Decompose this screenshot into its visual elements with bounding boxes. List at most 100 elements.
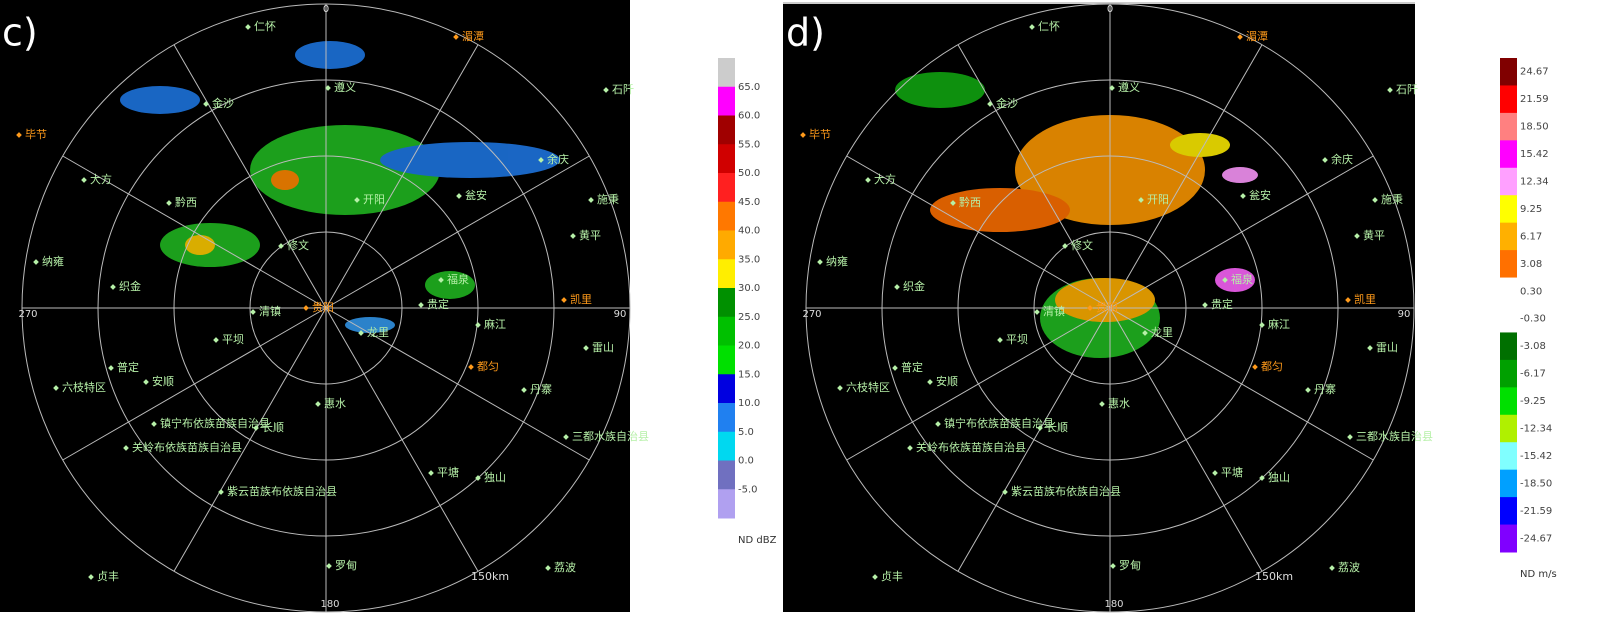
colorbar-label: 60.0 [738,111,760,122]
colorbar-swatch [1500,359,1517,388]
city-marker [570,233,576,239]
colorbar-swatch [718,431,735,461]
city-marker [1029,24,1035,30]
city-label: 关岭布依族苗族自治县 [916,440,1026,454]
city-label: 普定 [117,360,139,374]
colorbar-label: 15.42 [1520,149,1549,160]
city-label: 织金 [119,279,141,293]
colorbar-label: 10.0 [738,398,760,409]
city-label: 瓮安 [465,188,487,202]
colorbar-label: 45.0 [738,197,760,208]
city-label: 都匀 [1261,360,1283,373]
range-label: 150km [471,570,509,583]
city-marker [1345,297,1351,303]
city-label: 惠水 [324,396,346,410]
city-marker [800,132,806,138]
city-marker [1109,85,1115,91]
city-label: 湄潭 [1246,30,1268,43]
city-marker [1237,34,1243,40]
city-marker [1222,277,1228,283]
city-label: 丹寨 [530,382,552,396]
azimuth-label: 180 [1104,599,1123,610]
city-label: 凯里 [1354,293,1376,306]
colorbar-label: 21.59 [1520,94,1549,105]
city-marker [418,302,424,308]
radial-line [325,155,590,309]
city-marker [603,87,609,93]
city-label: 纳雍 [826,254,848,268]
colorbar-label: 5.0 [738,427,754,438]
city-marker [1138,197,1144,203]
city-marker [428,470,434,476]
city-label: 仁怀 [254,20,276,33]
city-label: 黔西 [959,195,981,209]
city-label: 罗甸 [1119,559,1141,572]
city-marker [143,379,149,385]
city-label: 大方 [90,172,112,186]
city-label: 湄潭 [462,30,484,43]
city-marker [250,309,256,315]
colorbar-label: 55.0 [738,139,760,150]
city-marker [81,177,87,183]
city-marker [1037,425,1043,431]
city-label: 雷山 [592,341,614,354]
city-label: 石阡 [1396,83,1418,96]
city-label: 大方 [874,172,896,186]
city-label: 清镇 [1043,304,1065,318]
city-marker [997,337,1003,343]
colorbar-swatch [1500,58,1517,86]
city-label: 贵定 [427,297,449,311]
azimuth-label: 90 [1398,309,1411,320]
city-label: 遵义 [334,80,356,94]
city-label: 贵定 [1211,297,1233,311]
city-label: 六枝特区 [62,380,106,394]
city-label: 修文 [1071,238,1093,252]
city-marker [1252,364,1258,370]
city-marker [1322,157,1328,163]
city-label: 清镇 [259,304,281,318]
colorbar-label: -5.0 [738,484,758,495]
city-marker [561,297,567,303]
city-marker [110,284,116,290]
panel-label: d) [786,11,825,55]
radial-line [62,155,327,309]
city-marker [315,401,321,407]
city-marker [1259,475,1265,481]
city-marker [218,489,224,495]
city-label: 安顺 [936,374,958,388]
colorbar-label: -3.08 [1520,341,1546,352]
city-label: 黄平 [579,228,601,242]
city-label: 施秉 [597,192,619,206]
colorbar-label: 12.34 [1520,177,1549,188]
city-marker [1087,305,1093,311]
city-marker [16,132,22,138]
colorbar-label: -9.25 [1520,396,1546,407]
city-marker [213,337,219,343]
city-marker [1099,401,1105,407]
city-label: 普定 [901,360,923,374]
panel-label: c) [2,11,38,55]
colorbar-swatch [1500,414,1517,443]
city-label: 贵阳 [312,301,334,314]
city-marker [927,379,933,385]
colorbar-swatch [718,316,735,346]
colorbar-label: 9.25 [1520,204,1542,215]
city-label: 平坝 [222,332,244,346]
city-label: 都匀 [477,360,499,373]
city-marker [1062,243,1068,249]
city-label: 瓮安 [1249,188,1271,202]
city-marker [358,330,364,336]
city-label: 惠水 [1108,396,1130,410]
city-marker [245,24,251,30]
colorbar-swatch [718,86,735,116]
azimuth-label: 270 [18,309,37,320]
city-marker [865,177,871,183]
city-label: 施秉 [1381,192,1403,206]
radial-line [1109,307,1374,461]
colorbar-swatch [1500,524,1517,553]
city-label: 石阡 [612,83,634,96]
colorbar-label: -21.59 [1520,506,1552,517]
city-label: 长顺 [1046,421,1068,434]
city-marker [588,197,594,203]
